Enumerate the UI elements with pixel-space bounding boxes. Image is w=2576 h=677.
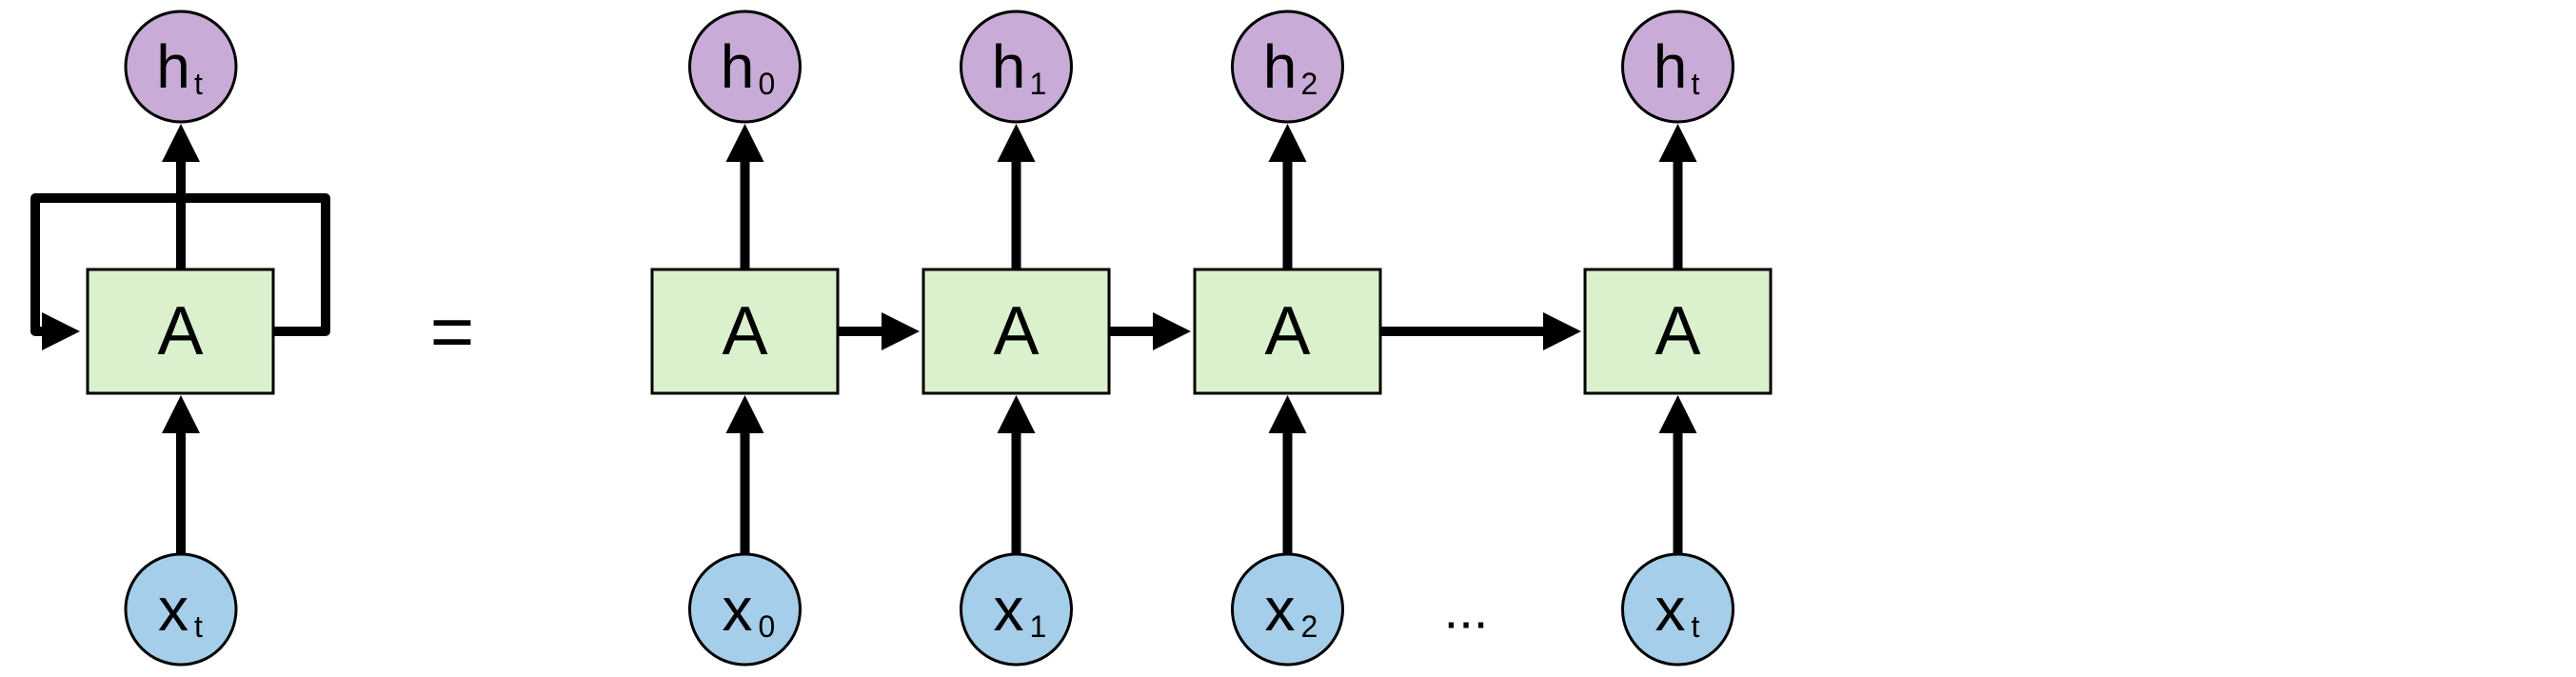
unrolled-cell-1-label: A (993, 293, 1039, 369)
unrolled-cell-1: A (923, 269, 1109, 393)
unrolled-input-0-label: x (723, 575, 753, 644)
unrolled-input-3-sublabel: t (1692, 609, 1700, 644)
unrolled-output-0-label: h (721, 32, 755, 101)
rolled-output-sublabel: t (194, 67, 203, 101)
unrolled-input-1: x1 (961, 554, 1072, 665)
unrolled-output-1-label: h (992, 32, 1026, 101)
unrolled-input-0: x0 (690, 554, 801, 665)
rolled-cell-label: A (157, 293, 203, 369)
unrolled-input-1-label: x (994, 575, 1024, 644)
rolled-input-sublabel: t (194, 609, 203, 644)
equals-sign: = (430, 289, 475, 374)
unrolled-output-1: h1 (961, 11, 1072, 122)
unrolled-output-0-sublabel: 0 (759, 67, 776, 101)
unrolled-input-0-sublabel: 0 (759, 609, 776, 644)
unrolled-input-3: xt (1623, 554, 1734, 665)
unrolled-cell-3: A (1585, 269, 1771, 393)
rolled-input-label: x (158, 575, 188, 644)
unrolled-output-2-label: h (1263, 32, 1298, 101)
unrolled-cell-2-label: A (1264, 293, 1310, 369)
rolled-cell: A (88, 269, 273, 393)
unrolled-cell-0: A (652, 269, 838, 393)
rolled-output: ht (126, 11, 236, 122)
unrolled-output-1-sublabel: 1 (1030, 67, 1047, 101)
unrolled-cell-0-label: A (722, 293, 767, 369)
unrolled-output-3: ht (1623, 11, 1734, 122)
unrolled-input-2-label: x (1265, 575, 1296, 644)
unrolled-output-0: h0 (690, 11, 801, 122)
unrolled-output-2-sublabel: 2 (1301, 67, 1318, 101)
rolled-output-label: h (156, 32, 190, 101)
unrolled-input-2: x2 (1233, 554, 1343, 665)
ellipsis: ... (1444, 580, 1489, 640)
rolled-input: xt (126, 554, 236, 665)
unrolled-cell-2: A (1195, 269, 1380, 393)
unrolled-cell-3-label: A (1655, 293, 1700, 369)
unrolled-output-3-sublabel: t (1692, 67, 1700, 101)
unrolled-output-3-label: h (1654, 32, 1688, 101)
rnn-unroll-diagram: Axtht=Ax0h0Ax1h1Ax2h2Axtht... (0, 0, 2576, 677)
unrolled-output-2: h2 (1233, 11, 1343, 122)
unrolled-input-1-sublabel: 1 (1030, 609, 1047, 644)
unrolled-input-3-label: x (1655, 575, 1686, 644)
unrolled-input-2-sublabel: 2 (1301, 609, 1318, 644)
